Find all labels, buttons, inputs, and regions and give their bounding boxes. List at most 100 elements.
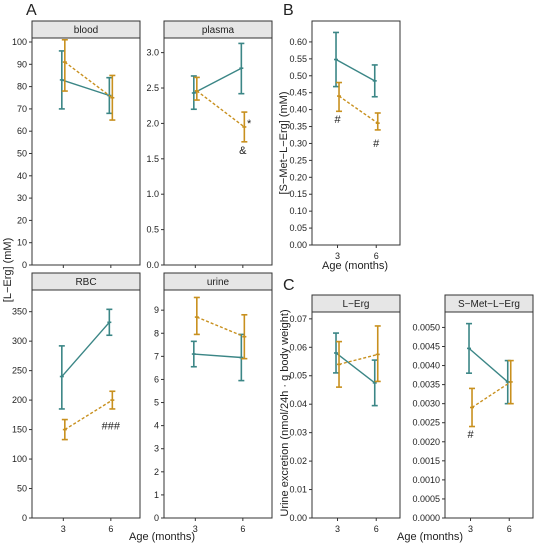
series-line-gold bbox=[338, 353, 378, 366]
y-tick-label: 0.20 bbox=[289, 172, 307, 182]
facet-title: S−Met−L−Erg bbox=[458, 299, 520, 310]
panel-lerg: L−Erg 0.00 0.01 0.02 0.03 0.04 0.05 0.06 0.07 3 6 bbox=[289, 294, 401, 534]
y-tick-label: 0.10 bbox=[289, 206, 307, 216]
y-tick-label: 70 bbox=[17, 104, 27, 114]
significance-mark: * bbox=[247, 118, 252, 130]
facet-strip bbox=[311, 294, 401, 313]
y-tick-label: 6 bbox=[154, 374, 159, 384]
xlabel-b: Age (months) bbox=[322, 260, 388, 272]
facet-strip bbox=[31, 20, 141, 39]
y-tick-label: 0.0035 bbox=[412, 380, 440, 390]
series-line-teal bbox=[335, 352, 376, 384]
plot-frame bbox=[311, 311, 401, 519]
y-tick-label: 2.0 bbox=[146, 118, 159, 128]
series-line-teal bbox=[61, 79, 110, 97]
y-tick-label: 0.0 bbox=[146, 260, 159, 270]
panel-tag-b: B bbox=[283, 2, 294, 19]
plot-frame bbox=[311, 20, 401, 246]
y-tick-label: 40 bbox=[17, 171, 27, 181]
y-tick-label: 2.5 bbox=[146, 83, 159, 93]
facet-strip bbox=[444, 294, 534, 313]
y-tick-label: 0.03 bbox=[289, 428, 307, 438]
x-tick-label: 6 bbox=[374, 524, 379, 534]
series-line-gold bbox=[64, 399, 113, 431]
series-line-gold bbox=[196, 316, 245, 338]
significance-mark: & bbox=[239, 145, 247, 157]
ylabel-b: [S−Met−L−Erg] (mM) bbox=[278, 91, 290, 194]
x-tick-label: 3 bbox=[61, 524, 66, 534]
plot-frame bbox=[31, 37, 141, 266]
y-tick-label: 0.50 bbox=[289, 71, 307, 81]
x-tick-label: 3 bbox=[335, 251, 340, 261]
facet-title: blood bbox=[74, 25, 98, 36]
y-tick-label: 100 bbox=[12, 454, 27, 464]
y-tick-label: 1.5 bbox=[146, 154, 159, 164]
panel-blood: blood010203040506070809010036 bbox=[12, 20, 141, 281]
y-tick-label: 0.0005 bbox=[412, 494, 440, 504]
y-tick-label: 0.0040 bbox=[412, 361, 440, 371]
y-tick-label: 0.0010 bbox=[412, 475, 440, 485]
y-tick-label: 0.00 bbox=[289, 240, 307, 250]
series-line-gold bbox=[471, 381, 512, 409]
ylabel-a: [L−Erg] (mM) bbox=[2, 238, 14, 302]
y-tick-label: 200 bbox=[12, 395, 27, 405]
y-tick-label: 350 bbox=[12, 307, 27, 317]
y-tick-label: 0.05 bbox=[289, 223, 307, 233]
y-tick-label: 0.40 bbox=[289, 105, 307, 115]
y-tick-label: 0.0045 bbox=[412, 341, 440, 351]
y-tick-label: 1.0 bbox=[146, 189, 159, 199]
y-tick-label: 50 bbox=[17, 149, 27, 159]
x-tick-label: 6 bbox=[108, 524, 113, 534]
x-tick-label: 6 bbox=[240, 524, 245, 534]
y-tick-label: 300 bbox=[12, 336, 27, 346]
xlabel-c: Age (months) bbox=[397, 531, 463, 543]
ylabel-c: Urine excretion (nmol/24h · g body weigh… bbox=[279, 309, 291, 516]
y-tick-label: 0.00 bbox=[289, 513, 307, 523]
y-tick-label: 30 bbox=[17, 193, 27, 203]
y-tick-label: 9 bbox=[154, 305, 159, 315]
facet-title: RBC bbox=[75, 277, 96, 288]
y-tick-label: 2 bbox=[154, 467, 159, 477]
series-line-teal bbox=[193, 67, 242, 94]
panel-tag-a: A bbox=[26, 2, 37, 19]
y-tick-label: 3 bbox=[154, 444, 159, 454]
y-tick-label: 0.45 bbox=[289, 88, 307, 98]
significance-mark: # bbox=[373, 138, 380, 150]
y-tick-label: 0.60 bbox=[289, 37, 307, 47]
facet-strip bbox=[31, 272, 141, 291]
y-tick-label: 0.15 bbox=[289, 189, 307, 199]
y-tick-label: 7 bbox=[154, 351, 159, 361]
x-tick-label: 6 bbox=[374, 251, 379, 261]
plot-frame bbox=[31, 289, 141, 519]
y-tick-label: 50 bbox=[17, 484, 27, 494]
y-tick-label: 0 bbox=[22, 513, 27, 523]
facet-strip bbox=[163, 272, 273, 291]
y-tick-label: 250 bbox=[12, 366, 27, 376]
y-tick-label: 0.35 bbox=[289, 122, 307, 132]
y-tick-label: 0.07 bbox=[289, 314, 307, 324]
y-tick-label: 80 bbox=[17, 82, 27, 92]
facet-strip bbox=[163, 20, 273, 39]
panel-b: 0.00 0.05 0.10 0.15 0.20 0.25 0.30 0.35 0.40 0.45… bbox=[289, 20, 401, 261]
y-tick-label: 0.0015 bbox=[412, 456, 440, 466]
y-tick-label: 20 bbox=[17, 215, 27, 225]
y-tick-label: 0 bbox=[22, 260, 27, 270]
series-line-teal bbox=[193, 353, 242, 359]
plot-frame bbox=[163, 37, 273, 266]
y-tick-label: 0.25 bbox=[289, 155, 307, 165]
significance-mark: # bbox=[467, 429, 474, 441]
y-tick-label: 10 bbox=[17, 238, 27, 248]
significance-mark: ### bbox=[102, 421, 121, 433]
panel-rbc: RBC 0 50 100 150 200 250 300 350 3 6 ### bbox=[12, 272, 141, 534]
facet-title: plasma bbox=[202, 25, 235, 36]
y-tick-label: 0.0050 bbox=[412, 322, 440, 332]
y-tick-label: 0.0020 bbox=[412, 437, 440, 447]
x-tick-label: 6 bbox=[507, 524, 512, 534]
panel-tag-c: C bbox=[283, 277, 295, 294]
plot-frame bbox=[163, 289, 273, 519]
x-tick-label: 3 bbox=[193, 524, 198, 534]
chart-panels: blood010203040506070809010036plasma0.00.… bbox=[12, 20, 534, 534]
y-tick-label: 5 bbox=[154, 398, 159, 408]
y-tick-label: 0.02 bbox=[289, 456, 307, 466]
